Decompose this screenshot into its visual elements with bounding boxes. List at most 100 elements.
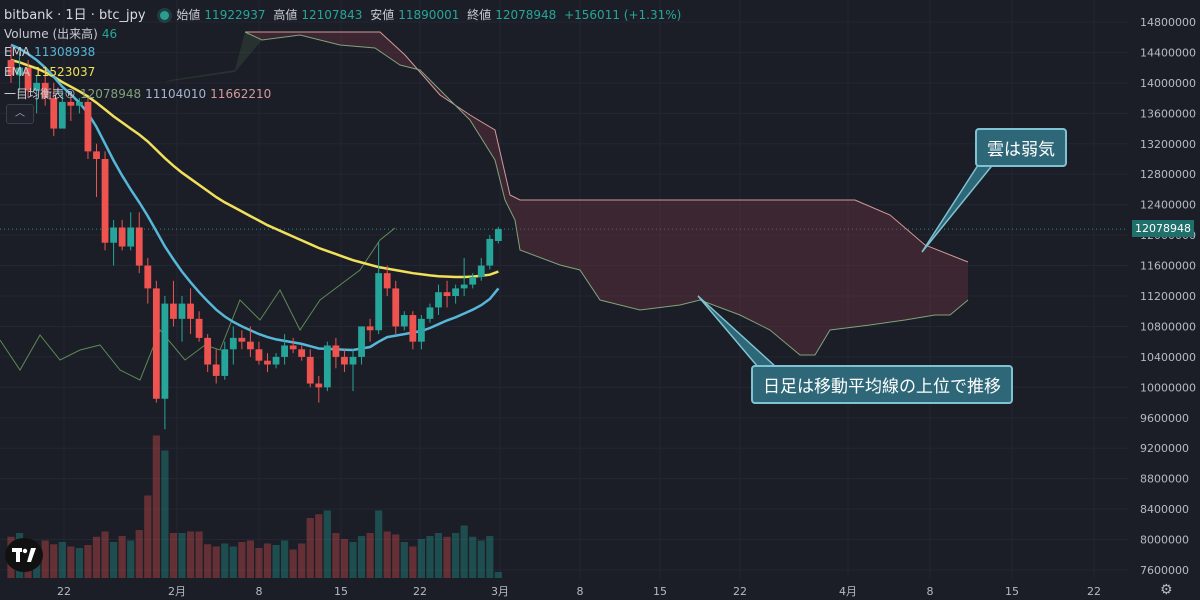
volume-bar <box>144 495 152 578</box>
volume-bar <box>469 536 477 578</box>
tradingview-logo-icon[interactable] <box>5 538 43 572</box>
ema-slow-legend[interactable]: EMA 11523037 <box>4 65 99 79</box>
candle-body <box>341 356 348 365</box>
volume-bar <box>426 536 434 578</box>
volume-bars <box>7 435 502 578</box>
cloud-bullish-area <box>165 32 262 82</box>
candle-body <box>494 229 502 241</box>
volume-bar <box>75 548 83 578</box>
ichimoku-value-2: 11104010 <box>145 87 207 101</box>
volume-bar <box>238 542 246 578</box>
volume-bar <box>246 540 254 578</box>
candle-body <box>452 288 459 296</box>
volume-bar <box>178 533 186 578</box>
volume-bar <box>41 540 49 578</box>
candle-body <box>221 349 229 376</box>
last-price-tag: 12078948 <box>1132 220 1194 237</box>
volume-bar <box>400 542 408 578</box>
candle-body <box>161 303 169 399</box>
volume-bar <box>392 534 400 578</box>
volume-bar <box>298 543 306 578</box>
ema-fast-legend[interactable]: EMA 11308938 <box>4 45 99 59</box>
candle-body <box>486 238 494 266</box>
volume-bar <box>229 546 237 578</box>
volume-label: Volume (出来高) <box>4 27 98 41</box>
y-tick-label: 13200000 <box>1140 138 1196 151</box>
ema-slow-label: EMA <box>4 65 31 79</box>
y-axis: 14800000 14400000 14000000 13600000 13200000… <box>1140 16 1196 577</box>
y-tick-label: 14400000 <box>1140 46 1196 59</box>
symbol-label[interactable]: bitbank · 1日 · btc_jpy <box>4 8 146 23</box>
y-tick-label: 10800000 <box>1140 320 1196 333</box>
volume-bar <box>417 539 425 578</box>
candle-body <box>118 227 126 247</box>
candle-body <box>435 292 442 308</box>
ema-fast-value: 11308938 <box>34 45 96 59</box>
ema-slow-value: 11523037 <box>34 65 96 79</box>
ichimoku-legend[interactable]: 一目均衡表® 12078948 11104010 11662210 <box>4 85 275 102</box>
y-tick-label: 12800000 <box>1140 168 1196 181</box>
candle-body <box>7 60 15 76</box>
volume-bar <box>50 544 58 578</box>
high-label: 高値 <box>273 8 298 22</box>
volume-bar <box>67 546 75 578</box>
candle-body <box>366 326 374 331</box>
candle-body <box>272 356 280 365</box>
volume-bar <box>169 533 178 578</box>
collapse-legend-button[interactable]: ︿ <box>6 104 34 124</box>
candle-body <box>16 67 23 76</box>
candle-body <box>392 288 400 327</box>
close-label: 終値 <box>467 8 492 22</box>
cloud-callout: 雲は弱気 <box>975 128 1067 167</box>
x-tick-label: 8 <box>577 585 584 598</box>
volume-bar <box>152 435 160 578</box>
volume-bar <box>92 536 101 578</box>
volume-bar <box>366 533 374 578</box>
x-tick-label: 15 <box>653 585 667 598</box>
volume-bar <box>110 542 118 578</box>
gear-icon[interactable]: ⚙ <box>1160 582 1173 598</box>
volume-legend[interactable]: Volume (出来高) 46 <box>4 25 121 42</box>
volume-bar <box>306 518 314 578</box>
volume-bar <box>84 545 92 578</box>
candle-body <box>358 326 365 357</box>
y-tick-label: 7600000 <box>1140 564 1189 577</box>
candle-body <box>315 383 323 388</box>
y-tick-label: 8800000 <box>1140 473 1189 486</box>
candle-body <box>110 227 117 243</box>
candle-body <box>170 303 177 319</box>
volume-bar <box>460 525 468 578</box>
y-tick-label: 10400000 <box>1140 351 1196 364</box>
open-value: 11922937 <box>204 8 266 22</box>
candle-body <box>306 356 314 384</box>
x-tick-label: 8 <box>927 585 934 598</box>
candle-body <box>33 82 41 91</box>
candle-body <box>212 364 220 376</box>
volume-bar <box>135 530 143 578</box>
candle-body <box>41 82 49 99</box>
candle-body <box>58 101 66 129</box>
symbol-header: bitbank · 1日 · btc_jpy 始値 11922937 高値 1210… <box>4 4 685 23</box>
x-tick-label: 22 <box>1087 585 1101 598</box>
candle-body <box>84 101 92 152</box>
y-tick-label: 11600000 <box>1140 260 1196 273</box>
candle-body <box>93 151 100 159</box>
volume-bar <box>452 533 460 578</box>
x-tick-label: 8 <box>256 585 263 598</box>
volume-bar <box>486 536 494 578</box>
candle-body <box>383 273 391 289</box>
volume-bar <box>443 536 451 578</box>
volume-bar <box>255 548 263 578</box>
y-tick-label: 10000000 <box>1140 381 1196 394</box>
low-label: 安値 <box>370 8 395 22</box>
ichimoku-value-3: 11662210 <box>210 87 272 101</box>
candle-body <box>255 349 263 361</box>
candle-body <box>443 292 451 296</box>
tradingview-logo-icon-glyph <box>12 548 36 562</box>
y-tick-label: 8000000 <box>1140 534 1189 547</box>
volume-bar <box>315 514 323 578</box>
candle-body <box>67 101 75 106</box>
volume-bar <box>332 533 340 578</box>
